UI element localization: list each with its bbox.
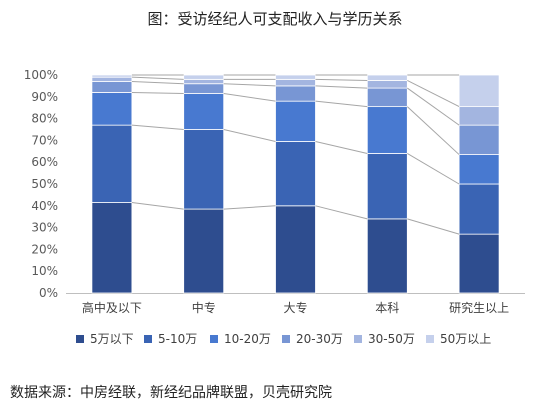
bar-segment bbox=[458, 154, 500, 185]
y-tick-label: 100% bbox=[24, 68, 58, 82]
series-connector-line bbox=[131, 81, 184, 85]
y-tick-label: 40% bbox=[31, 199, 58, 213]
x-tick-label: 高中及以下 bbox=[82, 300, 142, 315]
bar-segment bbox=[275, 100, 316, 142]
bar-segment bbox=[91, 202, 133, 294]
bar-segment bbox=[183, 78, 225, 85]
legend-label: 10-20万 bbox=[224, 332, 271, 346]
y-tick-label: 60% bbox=[31, 155, 58, 169]
series-connector-line bbox=[223, 129, 276, 142]
bar-segment bbox=[91, 74, 133, 78]
legend-label: 20-30万 bbox=[296, 332, 343, 346]
bar-segment bbox=[183, 83, 225, 94]
series-connector-line bbox=[407, 80, 460, 108]
series-connector-line bbox=[406, 106, 460, 155]
legend-swatch bbox=[144, 335, 152, 343]
y-tick-label: 10% bbox=[31, 264, 58, 278]
y-tick-label: 80% bbox=[31, 112, 58, 126]
legend-swatch bbox=[76, 335, 84, 343]
bar-segment bbox=[183, 74, 225, 80]
series-connector-line bbox=[131, 124, 184, 130]
legend-label: 5万以下 bbox=[90, 332, 134, 346]
legend-swatch bbox=[282, 335, 290, 343]
series-connector-line bbox=[223, 83, 276, 87]
bar-segment bbox=[275, 85, 316, 102]
bar-segment bbox=[91, 81, 133, 93]
bar-segment bbox=[458, 183, 500, 235]
legend-label: 50万以上 bbox=[440, 332, 491, 346]
bar-segment bbox=[183, 129, 225, 210]
legend-swatch bbox=[426, 335, 434, 343]
bar-segment bbox=[275, 205, 316, 294]
y-tick-label: 50% bbox=[31, 177, 58, 191]
series-connector-line bbox=[407, 218, 460, 235]
series-connector-line bbox=[131, 76, 184, 80]
bar-segment bbox=[183, 93, 225, 130]
x-tick-label: 中专 bbox=[192, 300, 216, 315]
x-tick-label: 大专 bbox=[283, 300, 307, 315]
series-connector-line bbox=[315, 205, 368, 220]
legend-label: 30-50万 bbox=[368, 332, 415, 346]
bar-segment bbox=[275, 74, 316, 80]
legend-swatch bbox=[354, 335, 362, 343]
series-connector-line bbox=[223, 205, 276, 210]
series-connector-line bbox=[407, 153, 460, 185]
data-source-note: 数据来源：中房经联，新经纪品牌联盟，贝壳研究院 bbox=[10, 385, 332, 401]
bar-segment bbox=[366, 153, 408, 220]
bar-segment bbox=[366, 87, 408, 108]
bar-segment bbox=[458, 106, 500, 126]
bar-segment bbox=[183, 208, 225, 294]
series-connector-line bbox=[315, 78, 368, 81]
series-connector-line bbox=[315, 100, 368, 108]
bar-segment bbox=[458, 74, 500, 108]
bar-segment bbox=[91, 124, 133, 203]
x-tick-label: 研究生以上 bbox=[449, 300, 509, 315]
bar-segment bbox=[458, 124, 500, 155]
bar-segment bbox=[458, 233, 500, 294]
x-tick-label: 本科 bbox=[375, 301, 399, 315]
y-tick-label: 90% bbox=[31, 90, 58, 104]
series-connector-line bbox=[131, 91, 184, 95]
y-tick-label: 0% bbox=[39, 286, 58, 300]
bar-segment bbox=[366, 218, 408, 294]
y-tick-label: 20% bbox=[31, 242, 58, 256]
chart-title: 图：受访经纪人可支配收入与学历关系 bbox=[147, 10, 403, 28]
series-connector-line bbox=[315, 141, 368, 154]
series-connector-line bbox=[407, 87, 460, 126]
y-tick-label: 30% bbox=[31, 221, 58, 235]
series-connector-line bbox=[315, 85, 368, 89]
legend-label: 5-10万 bbox=[158, 332, 197, 346]
series-connector-line bbox=[131, 202, 184, 210]
y-tick-label: 70% bbox=[31, 133, 58, 147]
bar-segment bbox=[366, 106, 408, 154]
bar-segment bbox=[275, 141, 316, 207]
bar-segment bbox=[91, 76, 133, 82]
legend-swatch bbox=[210, 335, 218, 343]
bar-segment bbox=[275, 78, 316, 87]
bar-segment bbox=[366, 80, 408, 89]
bar-segment bbox=[91, 92, 133, 126]
bar-segment bbox=[366, 74, 408, 81]
series-connector-line bbox=[223, 93, 276, 102]
